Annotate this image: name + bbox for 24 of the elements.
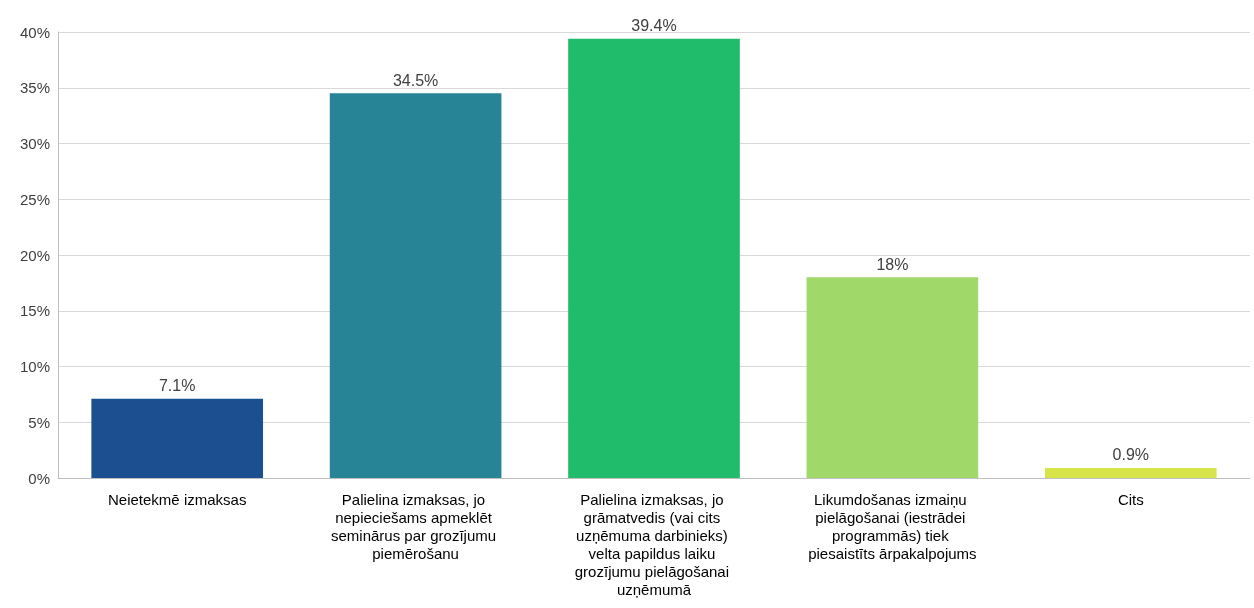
data-label: 39.4% bbox=[631, 17, 677, 35]
y-tick-label: 35% bbox=[19, 79, 50, 97]
bar bbox=[91, 398, 264, 478]
bar bbox=[1044, 467, 1217, 478]
data-label: 0.9% bbox=[1112, 446, 1150, 464]
data-label: 7.1% bbox=[158, 377, 196, 395]
x-tick-label: Palielina izmaksas, jo nepieciešams apmeklēt seminārus par grozījumu piemērošanu bbox=[330, 490, 501, 562]
y-tick-label: 10% bbox=[19, 358, 50, 375]
x-tick-label: Cits bbox=[1117, 490, 1144, 508]
bar bbox=[568, 38, 740, 478]
x-tick-label: Neietekmē izmaksas bbox=[108, 490, 247, 508]
y-tick-label: 40% bbox=[19, 23, 50, 41]
x-tick-label: Palielina izmaksas, jo grāmatvedis (vai cits uzņēmuma darbinieks) velta papildus laiku grozījumu pielāgošanai uzņēmumā bbox=[574, 490, 734, 598]
y-tick-label: 5% bbox=[28, 413, 50, 431]
x-tick-label: Likumdošanas izmaiņu pielāgošanai (iestrādei programmās) tiek piesaistīts ārpakalpojums bbox=[808, 490, 977, 562]
y-tick-label: 15% bbox=[19, 302, 50, 320]
data-label: 18% bbox=[876, 255, 909, 273]
y-tick-label: 20% bbox=[19, 246, 50, 264]
bar bbox=[806, 277, 979, 478]
y-tick-label: 0% bbox=[28, 469, 50, 487]
data-label: 34.5% bbox=[392, 71, 439, 89]
y-tick-label: 25% bbox=[19, 190, 50, 208]
y-tick-label: 30% bbox=[19, 135, 50, 152]
bar bbox=[329, 93, 502, 478]
